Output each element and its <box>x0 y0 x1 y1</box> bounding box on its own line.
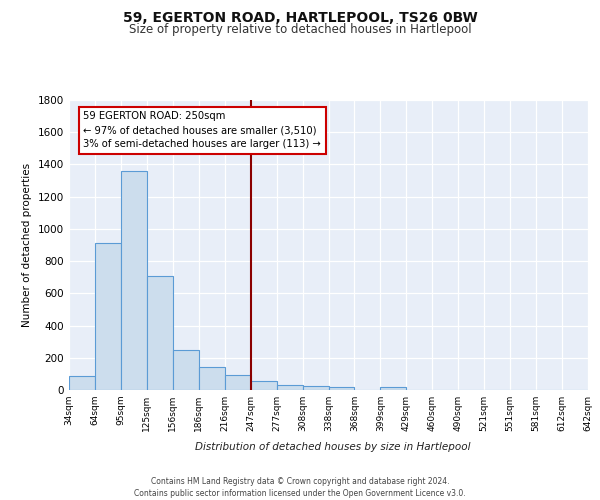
Y-axis label: Number of detached properties: Number of detached properties <box>22 163 32 327</box>
Bar <box>147 276 173 390</box>
Bar <box>225 374 251 390</box>
Bar <box>251 381 277 390</box>
Text: 59 EGERTON ROAD: 250sqm
← 97% of detached houses are smaller (3,510)
3% of semi-: 59 EGERTON ROAD: 250sqm ← 97% of detache… <box>83 112 321 150</box>
Bar <box>95 244 121 390</box>
Text: Distribution of detached houses by size in Hartlepool: Distribution of detached houses by size … <box>195 442 471 452</box>
Bar <box>173 350 199 390</box>
Text: Size of property relative to detached houses in Hartlepool: Size of property relative to detached ho… <box>128 22 472 36</box>
Text: 59, EGERTON ROAD, HARTLEPOOL, TS26 0BW: 59, EGERTON ROAD, HARTLEPOOL, TS26 0BW <box>122 11 478 25</box>
Bar <box>121 171 147 390</box>
Bar <box>199 366 224 390</box>
Bar <box>329 387 355 390</box>
Bar <box>302 386 329 390</box>
Text: Contains HM Land Registry data © Crown copyright and database right 2024.
Contai: Contains HM Land Registry data © Crown c… <box>134 476 466 498</box>
Bar <box>380 387 406 390</box>
Bar <box>69 376 95 390</box>
Bar <box>277 385 302 390</box>
